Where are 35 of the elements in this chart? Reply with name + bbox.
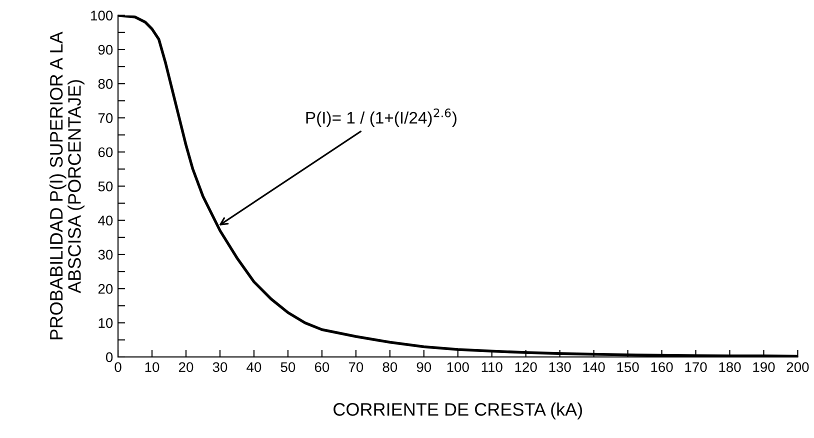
x-tick-label: 50	[280, 362, 296, 372]
x-tick-label: 40	[246, 362, 262, 372]
x-axis-title: CORRIENTE DE CRESTA (kA)	[334, 402, 582, 420]
x-tick-label: 170	[685, 362, 707, 372]
x-tick-label: 180	[719, 362, 741, 372]
x-tick-label: 100	[447, 362, 469, 372]
y-tick-label: 20	[98, 284, 113, 294]
x-tick-label: 60	[314, 362, 330, 372]
x-tick-label: 160	[651, 362, 673, 372]
y-tick-label: 70	[98, 113, 113, 123]
annotation: P(I)= 1 / (1+(I/24)$^{2.6}$)	[306, 108, 456, 127]
y-axis-title: PROBABILIDAD P(I) SUPERIOR A LA ABSCISA (PORCENTAJE)	[49, 32, 84, 340]
y-tick-label: 40	[98, 216, 113, 226]
x-tick-label: 90	[416, 362, 432, 372]
y-tick-label: 30	[98, 250, 113, 260]
y-tick-label: 80	[98, 78, 113, 89]
x-tick-label: 20	[178, 362, 194, 372]
x-tick-label: 130	[549, 362, 571, 372]
x-tick-label: 190	[753, 362, 775, 372]
x-tick-label: 120	[515, 362, 537, 372]
y-tick-label: 90	[98, 44, 113, 55]
x-tick-label: 0	[114, 362, 122, 372]
x-tick-label: 140	[583, 362, 605, 372]
y-tick-label: 60	[98, 147, 113, 158]
x-tick-label: 10	[145, 362, 160, 372]
x-tick-label: 110	[482, 362, 502, 372]
x-tick-label: 200	[786, 362, 809, 372]
x-tick-label: 70	[348, 362, 364, 372]
x-tick-label: 30	[212, 362, 228, 372]
y-tick-label: 100	[91, 10, 113, 20]
y-tick-label: 10	[98, 318, 113, 328]
y-tick-label: 0	[106, 352, 113, 362]
y-tick-label: 50	[98, 181, 113, 192]
x-tick-label: 150	[617, 362, 639, 372]
x-tick-label: 80	[382, 362, 398, 372]
